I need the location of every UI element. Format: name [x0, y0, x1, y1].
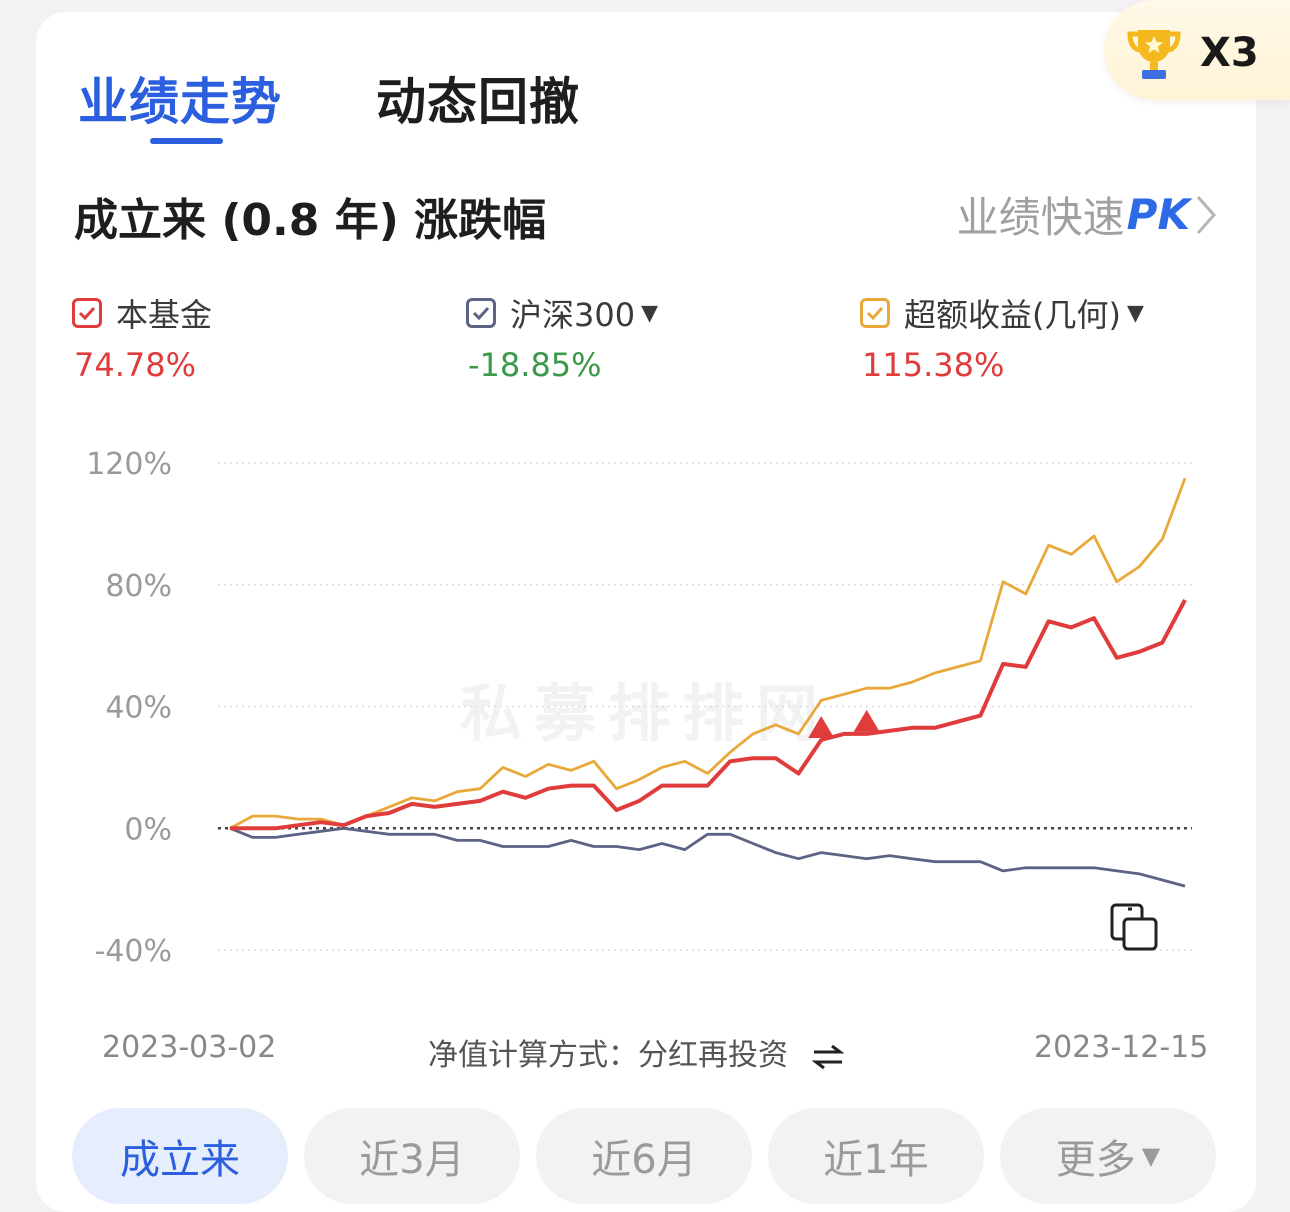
buy-marker[interactable]	[808, 715, 835, 738]
buy-marker[interactable]	[853, 709, 880, 732]
range-button-6m[interactable]: 近6月	[536, 1108, 752, 1204]
section-title: 成立来 (0.8 年) 涨跌幅	[74, 195, 547, 246]
checkbox-checked-icon[interactable]	[860, 298, 890, 328]
legend-label: 沪深300	[510, 296, 636, 334]
y-tick-label: 80%	[105, 569, 172, 604]
series-line-fund	[230, 599, 1187, 831]
start-date-label: 2023-03-02	[102, 1030, 277, 1065]
tab-drawdown[interactable]: 动态回撤	[376, 73, 580, 131]
trophy-count: X3	[1200, 30, 1259, 76]
range-button-more-label: 更多	[1055, 1137, 1136, 1183]
tab-performance-trend[interactable]: 业绩走势	[78, 73, 282, 131]
trophy-badge[interactable]	[1104, 0, 1290, 100]
checkbox-checked-icon[interactable]	[466, 298, 496, 328]
legend-csi300[interactable]: 沪深300 ▼ -18.85%	[466, 290, 658, 384]
trophy-icon	[1127, 30, 1181, 79]
caret-down-icon[interactable]: ▼	[1126, 300, 1144, 326]
series-line-excess-return	[229, 477, 1187, 830]
caret-down-icon[interactable]: ▼	[641, 300, 659, 326]
legend-value: 74.78%	[74, 346, 197, 384]
line-chart: 私募排排网 120% 80% 40% 0% -40%	[86, 447, 1192, 969]
legend-label: 超额收益(几何)	[904, 296, 1121, 334]
legend-excess-return[interactable]: 超额收益(几何) ▼ 115.38%	[860, 290, 1144, 384]
pk-link-suffix: PK	[1126, 190, 1190, 239]
checkbox-checked-icon[interactable]	[72, 298, 102, 328]
end-date-label: 2023-12-15	[1034, 1030, 1209, 1065]
pk-link-prefix: 业绩快速	[956, 193, 1125, 242]
legend-value: -18.85%	[468, 346, 602, 384]
y-tick-label: -40%	[94, 934, 172, 969]
legend-label: 本基金	[116, 296, 213, 334]
range-selector: 成立来 近3月 近6月 近1年 更多 ▼	[72, 1108, 1216, 1204]
series-line-csi300	[229, 826, 1186, 888]
y-tick-label: 120%	[86, 447, 172, 482]
legend-fund[interactable]: 本基金 74.78%	[72, 290, 212, 384]
range-button-since-inception[interactable]: 成立来	[72, 1108, 288, 1204]
swap-icon	[811, 1044, 845, 1069]
nav-method-switch[interactable]: 净值计算方式：分红再投资	[428, 1030, 845, 1074]
y-tick-label: 40%	[105, 691, 172, 726]
range-button-more[interactable]: 更多 ▼	[1000, 1108, 1216, 1204]
export-icon[interactable]	[1110, 903, 1158, 951]
caret-down-icon: ▼	[1141, 1142, 1161, 1170]
range-button-1y[interactable]: 近1年	[768, 1108, 984, 1204]
active-tab-indicator	[150, 138, 223, 144]
nav-method-label: 净值计算方式：分红再投资	[428, 1038, 788, 1073]
performance-card	[36, 12, 1256, 1212]
watermark: 私募排排网	[460, 677, 830, 750]
range-button-3m[interactable]: 近3月	[304, 1108, 520, 1204]
pk-link[interactable]: 业绩快速 PK	[957, 184, 1218, 245]
y-tick-label: 0%	[124, 812, 172, 847]
legend-value: 115.38%	[862, 346, 1005, 384]
chevron-right-icon	[1196, 195, 1217, 234]
